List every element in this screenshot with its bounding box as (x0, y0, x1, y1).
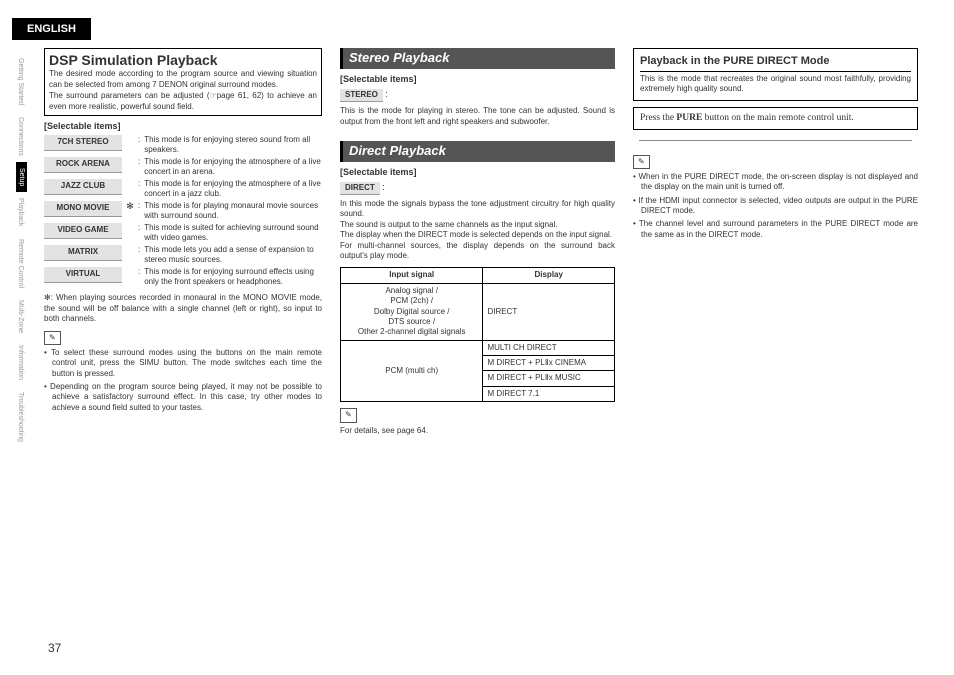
nav-remote[interactable]: Remote Control (16, 233, 25, 294)
pd-bullet2: • If the HDMI input connector is selecte… (633, 196, 918, 217)
divider (639, 140, 912, 141)
dsp-bullet2: • Depending on the program source being … (44, 382, 322, 413)
mode-name: MONO MOVIE (44, 201, 122, 216)
note-icon-2: ✎ (340, 408, 357, 422)
colon: : (138, 267, 140, 277)
mode-desc: This mode is for enjoying surround effec… (144, 267, 322, 287)
press-pure-callout: Press the PURE button on the main remote… (633, 107, 918, 129)
nav-setup[interactable]: Setup (16, 162, 27, 192)
stereo-heading: Stereo Playback (340, 48, 615, 69)
mode-name: JAZZ CLUB (44, 179, 122, 194)
cell-analog: Analog signal / PCM (2ch) / Dolby Digita… (341, 283, 483, 340)
mode-row: VIDEO GAME: This mode is suited for achie… (44, 223, 322, 243)
dsp-bullet1-text: To select these surround modes using the… (51, 348, 322, 378)
colon: : (138, 135, 140, 145)
direct-mode: DIRECT (340, 182, 380, 195)
direct-desc1: In this mode the signals bypass the tone… (340, 199, 615, 220)
colon: : (382, 182, 385, 192)
stereo-mode: STEREO (340, 89, 383, 102)
pd-b2-text: If the HDMI input connector is selected,… (638, 196, 918, 215)
mode-desc: This mode is for enjoying stereo sound f… (144, 135, 322, 155)
nav-connections[interactable]: Connections (16, 111, 25, 162)
dsp-title: DSP Simulation Playback (49, 51, 317, 69)
dsp-intro1: The desired mode according to the progra… (49, 69, 317, 91)
colon: : (385, 89, 388, 99)
dsp-selectable: [Selectable items] (44, 121, 322, 133)
callout-bold: PURE (676, 113, 702, 123)
dsp-title-box: DSP Simulation Playback The desired mode… (44, 48, 322, 115)
mode-desc: This mode lets you add a sense of expans… (144, 245, 322, 265)
side-nav: Getting Started Connections Setup Playba… (16, 52, 30, 448)
stereo-selectable: [Selectable items] (340, 74, 615, 86)
page-number: 37 (48, 641, 61, 657)
language-tab: ENGLISH (12, 18, 91, 40)
pd-b1-text: When in the PURE DIRECT mode, the on-scr… (638, 172, 918, 191)
mode-row: MONO MOVIE ✻: This mode is for playing mon… (44, 201, 322, 221)
direct-desc3: The display when the DIRECT mode is sele… (340, 230, 615, 240)
th-display: Display (483, 268, 615, 283)
nav-multizone[interactable]: Multi-Zone (16, 294, 25, 339)
cell-music: M DIRECT + PLⅡx MUSIC (483, 371, 615, 386)
pd-bullet1: • When in the PURE DIRECT mode, the on-s… (633, 172, 918, 193)
mode-name: VIRTUAL (44, 267, 122, 282)
nav-trouble[interactable]: Troubleshooting (16, 386, 25, 448)
stereo-desc: This is the mode for playing in stereo. … (340, 106, 615, 127)
asterisk: ✻ (126, 201, 134, 213)
cell-cinema: M DIRECT + PLⅡx CINEMA (483, 356, 615, 371)
nav-information[interactable]: Information (16, 339, 25, 386)
asterisk-note: ✻: When playing sources recorded in mona… (44, 293, 322, 324)
callout-pre: Press the (640, 113, 676, 123)
direct-selectable: [Selectable items] (340, 167, 615, 179)
column-pure-direct: Playback in the PURE DIRECT Mode This is… (633, 48, 918, 436)
mode-row: 7CH STEREO: This mode is for enjoying ste… (44, 135, 322, 155)
callout-post: button on the main remote control unit. (702, 113, 853, 123)
colon: : (138, 223, 140, 233)
signal-table: Input signalDisplay Analog signal / PCM … (340, 267, 615, 402)
direct-heading: Direct Playback (340, 141, 615, 162)
pure-direct-title: Playback in the PURE DIRECT Mode (640, 54, 911, 71)
direct-desc2: The sound is output to the same channels… (340, 220, 615, 230)
note-icon: ✎ (44, 331, 61, 345)
cell-multich: MULTI CH DIRECT (483, 340, 615, 355)
dsp-bullet1: • To select these surround modes using t… (44, 348, 322, 379)
dsp-bullet2-text: Depending on the program source being pl… (50, 382, 322, 412)
mode-row: JAZZ CLUB: This mode is for enjoying the … (44, 179, 322, 199)
mode-name: VIDEO GAME (44, 223, 122, 238)
colon: : (138, 179, 140, 189)
note-icon-3: ✎ (633, 155, 650, 169)
mode-name: ROCK ARENA (44, 157, 122, 172)
nav-playback[interactable]: Playback (16, 192, 25, 232)
pd-b3-text: The channel level and surround parameter… (639, 219, 918, 238)
nav-getting-started[interactable]: Getting Started (16, 52, 25, 111)
dsp-intro2: The surround parameters can be adjusted … (49, 91, 317, 113)
colon: : (138, 201, 140, 211)
cell-pcm-multi: PCM (multi ch) (341, 340, 483, 402)
th-input: Input signal (341, 268, 483, 283)
colon: : (138, 157, 140, 167)
direct-desc4: For multi-channel sources, the display d… (340, 241, 615, 262)
details-ref: For details, see page 64. (340, 426, 615, 436)
mode-row: MATRIX: This mode lets you add a sense of… (44, 245, 322, 265)
mode-name: MATRIX (44, 245, 122, 260)
mode-desc: This mode is for playing monaural movie … (144, 201, 322, 221)
mode-name: 7CH STEREO (44, 135, 122, 150)
pd-bullet3: • The channel level and surround paramet… (633, 219, 918, 240)
pure-direct-desc: This is the mode that recreates the orig… (640, 74, 911, 96)
column-dsp: DSP Simulation Playback The desired mode… (44, 48, 322, 436)
mode-desc: This mode is for enjoying the atmosphere… (144, 157, 322, 177)
cell-direct: DIRECT (483, 283, 615, 340)
cell-71: M DIRECT 7.1 (483, 386, 615, 401)
pure-direct-box: Playback in the PURE DIRECT Mode This is… (633, 48, 918, 101)
mode-desc: This mode is suited for achieving surrou… (144, 223, 322, 243)
column-stereo-direct: Stereo Playback [Selectable items] STERE… (340, 48, 615, 436)
colon: : (138, 245, 140, 255)
mode-desc: This mode is for enjoying the atmosphere… (144, 179, 322, 199)
mode-row: VIRTUAL: This mode is for enjoying surrou… (44, 267, 322, 287)
mode-row: ROCK ARENA: This mode is for enjoying the… (44, 157, 322, 177)
